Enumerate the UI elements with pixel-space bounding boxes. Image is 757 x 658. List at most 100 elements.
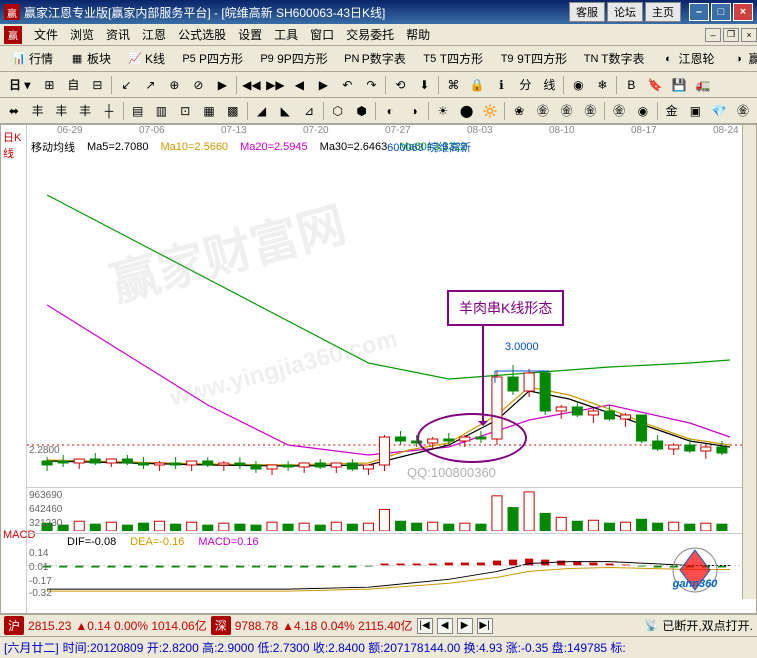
- menu-江恩[interactable]: 江恩: [136, 26, 172, 44]
- tool-赢家轮[interactable]: ◑赢家轮: [723, 49, 757, 69]
- menu-工具[interactable]: 工具: [268, 26, 304, 44]
- menu-公式选股[interactable]: 公式选股: [172, 26, 232, 44]
- drawtool-icon[interactable]: 💎: [709, 101, 729, 121]
- drawtool-icon[interactable]: ℹ: [491, 75, 511, 95]
- drawtool-icon[interactable]: 分: [515, 75, 535, 95]
- drawtool-icon[interactable]: ㊎: [609, 101, 629, 121]
- drawtool-icon[interactable]: 丰: [75, 101, 95, 121]
- drawtool-icon[interactable]: ▶: [212, 75, 232, 95]
- drawtool-icon[interactable]: ⊡: [175, 101, 195, 121]
- tool-T数字表[interactable]: TNT数字表: [576, 49, 651, 69]
- drawtool-icon[interactable]: 日 ▾: [4, 75, 35, 95]
- kline-canvas[interactable]: 赢家财富网 www.yingjia360.com 羊肉串K线形态 3.0000 …: [27, 155, 742, 485]
- drawtool-icon[interactable]: ㊎: [733, 101, 753, 121]
- drawtool-icon[interactable]: ☀: [433, 101, 453, 121]
- tool-T四方形[interactable]: T5T四方形: [415, 49, 490, 69]
- home-button[interactable]: 主页: [645, 2, 681, 22]
- drawtool-icon[interactable]: 丰: [52, 101, 72, 121]
- volume-canvas[interactable]: 963690 642460 321230: [27, 487, 742, 531]
- tool-板块[interactable]: ▦板块: [62, 49, 118, 69]
- nav-prev[interactable]: ◀: [437, 618, 453, 634]
- drawtool-icon[interactable]: ↶: [337, 75, 357, 95]
- drawtool-icon[interactable]: ▥: [152, 101, 172, 121]
- chart-main[interactable]: 06-2907-0607-1307-2007-2708-0308-1008-17…: [27, 125, 742, 613]
- vol-label-3: 321230: [29, 518, 62, 529]
- drawtool-icon[interactable]: ▶▶: [265, 75, 285, 95]
- close-button[interactable]: ×: [733, 3, 753, 21]
- sh-badge: 沪: [4, 616, 24, 635]
- drawtool-icon[interactable]: ◑: [404, 101, 424, 121]
- drawtool-icon[interactable]: ◀◀: [241, 75, 261, 95]
- drawtool-icon[interactable]: ▦: [199, 101, 219, 121]
- drawtool-icon[interactable]: ⬤: [457, 101, 477, 121]
- vertical-scrollbar[interactable]: [742, 125, 756, 599]
- drawtool-icon[interactable]: ㊎: [557, 101, 577, 121]
- drawtool-icon[interactable]: ↗: [140, 75, 160, 95]
- drawtool-icon[interactable]: ↷: [361, 75, 381, 95]
- drawtool-icon[interactable]: ㊎: [533, 101, 553, 121]
- drawtool-icon[interactable]: 🔖: [645, 75, 665, 95]
- drawtool-icon[interactable]: ⬌: [4, 101, 24, 121]
- mdi-restore-button[interactable]: ❐: [723, 28, 739, 42]
- tool-9T四方形[interactable]: T99T四方形: [492, 49, 574, 69]
- tool-江恩轮[interactable]: ◐江恩轮: [653, 49, 721, 69]
- drawtool-icon[interactable]: ⊿: [299, 101, 319, 121]
- drawtool-icon[interactable]: ⟲: [390, 75, 410, 95]
- drawtool-icon[interactable]: ⊟: [87, 75, 107, 95]
- mdi-minimize-button[interactable]: –: [705, 28, 721, 42]
- service-button[interactable]: 客服: [569, 2, 605, 22]
- menu-交易委托[interactable]: 交易委托: [340, 26, 400, 44]
- drawtool-icon[interactable]: ⌘: [443, 75, 463, 95]
- drawtool-icon[interactable]: 丰: [28, 101, 48, 121]
- drawtool-icon[interactable]: ◢: [252, 101, 272, 121]
- drawtool-icon[interactable]: ▩: [223, 101, 243, 121]
- nav-last[interactable]: ▶|: [477, 618, 493, 634]
- drawtool-icon[interactable]: ㊎: [581, 101, 601, 121]
- menu-文件[interactable]: 文件: [28, 26, 64, 44]
- macd-value: DIF=-0.08: [67, 536, 116, 548]
- tool-P四方形[interactable]: P5P四方形: [174, 49, 250, 69]
- drawtool-icon[interactable]: ◣: [275, 101, 295, 121]
- drawtool-icon[interactable]: ▣: [686, 101, 706, 121]
- macd-canvas[interactable]: DIF=-0.08DEA=-0.16MACD=0.16 0.14 0.01 -0…: [27, 533, 742, 599]
- menu-浏览[interactable]: 浏览: [64, 26, 100, 44]
- forum-button[interactable]: 论坛: [607, 2, 643, 22]
- menu-设置[interactable]: 设置: [232, 26, 268, 44]
- drawtool-icon[interactable]: ⬡: [328, 101, 348, 121]
- maximize-button[interactable]: □: [711, 3, 731, 21]
- tool-行情[interactable]: 📊行情: [4, 49, 60, 69]
- menu-资讯[interactable]: 资讯: [100, 26, 136, 44]
- drawtool-icon[interactable]: 自: [63, 75, 83, 95]
- menu-帮助[interactable]: 帮助: [400, 26, 436, 44]
- drawtool-icon[interactable]: ❄: [592, 75, 612, 95]
- drawtool-icon[interactable]: ↙: [116, 75, 136, 95]
- drawtool-icon[interactable]: 🔆: [480, 101, 500, 121]
- drawtool-icon[interactable]: ◀: [289, 75, 309, 95]
- drawtool-icon[interactable]: ◉: [633, 101, 653, 121]
- drawtool-icon[interactable]: 🔒: [467, 75, 487, 95]
- nav-first[interactable]: |◀: [417, 618, 433, 634]
- drawtool-icon[interactable]: ◐: [380, 101, 400, 121]
- drawtool-icon[interactable]: 🚛: [693, 75, 713, 95]
- tool-P数字表[interactable]: PNP数字表: [337, 49, 413, 69]
- drawtool-icon[interactable]: ┼: [99, 101, 119, 121]
- drawtool-icon[interactable]: ⊘: [188, 75, 208, 95]
- tool-K线[interactable]: 📈K线: [120, 49, 172, 69]
- drawtool-icon[interactable]: ◉: [568, 75, 588, 95]
- menu-窗口[interactable]: 窗口: [304, 26, 340, 44]
- minimize-button[interactable]: –: [689, 3, 709, 21]
- mdi-close-button[interactable]: ×: [741, 28, 757, 42]
- drawtool-icon[interactable]: ⬢: [352, 101, 372, 121]
- drawtool-icon[interactable]: ▤: [128, 101, 148, 121]
- drawtool-icon[interactable]: ⊞: [39, 75, 59, 95]
- drawtool-icon[interactable]: ⬇: [414, 75, 434, 95]
- drawtool-icon[interactable]: 线: [539, 75, 559, 95]
- drawtool-icon[interactable]: ❀: [509, 101, 529, 121]
- nav-next[interactable]: ▶: [457, 618, 473, 634]
- drawtool-icon[interactable]: B: [621, 75, 641, 95]
- tool-9P四方形[interactable]: P99P四方形: [252, 49, 335, 69]
- drawtool-icon[interactable]: ▶: [313, 75, 333, 95]
- drawtool-icon[interactable]: 金: [662, 101, 682, 121]
- drawtool-icon[interactable]: ⊕: [164, 75, 184, 95]
- drawtool-icon[interactable]: 💾: [669, 75, 689, 95]
